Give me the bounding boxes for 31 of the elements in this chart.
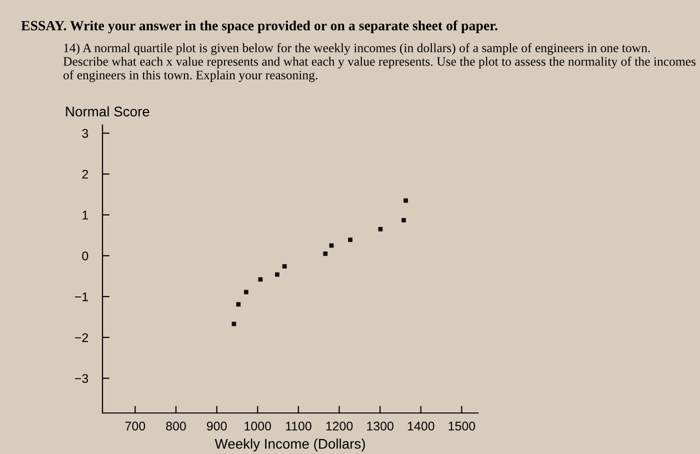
point (258, 277, 263, 282)
point (323, 251, 328, 256)
point (378, 226, 383, 232)
point (232, 322, 236, 326)
y-tick-label: −2 (74, 333, 88, 342)
x-tick-label: 1200 (326, 422, 353, 431)
point (404, 198, 408, 203)
point (244, 290, 248, 294)
y-tick-label: −1 (74, 292, 88, 302)
y-tick-label: 1 (82, 210, 88, 220)
point (236, 302, 241, 307)
x-tick-label: 1100 (286, 422, 312, 431)
y-tick-label: 2 (82, 170, 88, 179)
point (274, 272, 280, 277)
text: 14) A normal quartile plot is given below for the weekly incomes (in dollars) of a sample of engineers in one town. Describe what each x value represents and what each y value represents. Use the plot to assess the normality of the incomes of engineers in this town. Explain your reasoning. (63, 43, 696, 82)
y-tick-label: 0 (82, 252, 88, 260)
chart-title: ESSAY. Write your answer in the space provided or on a separate sheet of paper. (21, 20, 498, 34)
x-axis-title: Weekly Income (Dollars) (214, 438, 365, 452)
x-tick-label: 1300 (367, 422, 394, 431)
x-tick-label: 1400 (408, 422, 434, 431)
x-tick-label: 700 (125, 422, 146, 431)
x-tick-label: 1500 (448, 422, 476, 431)
point (402, 218, 406, 222)
x-tick-label: 800 (166, 422, 186, 431)
y-axis-title: Normal Score (66, 106, 150, 116)
y-tick-label: 3 (82, 128, 88, 138)
y-tick-label: −3 (74, 374, 88, 383)
x-tick-label: 1000 (244, 422, 272, 431)
x-tick-label: 900 (206, 422, 227, 431)
point (348, 238, 352, 242)
point (282, 264, 287, 269)
